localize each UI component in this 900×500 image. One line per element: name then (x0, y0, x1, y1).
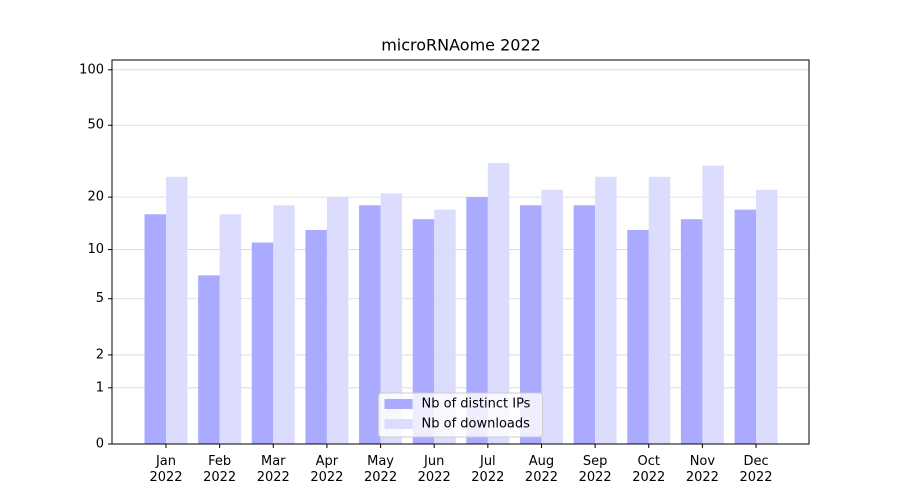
bar (359, 205, 381, 444)
bar (326, 197, 349, 444)
y-tick-label: 0 (96, 437, 104, 452)
y-tick-label: 10 (87, 242, 104, 257)
bar (198, 275, 220, 444)
bar (648, 176, 671, 444)
bar (305, 230, 327, 444)
legend-swatch (384, 399, 413, 409)
bar (144, 214, 166, 444)
bar (219, 214, 242, 444)
x-tick-label: Apr 2022 (310, 454, 343, 485)
x-tick-label: Jul 2022 (471, 454, 504, 485)
x-tick-label: Feb 2022 (203, 454, 236, 485)
x-tick-label: Nov 2022 (686, 454, 719, 485)
x-tick-label: May 2022 (364, 454, 397, 485)
bar (680, 219, 703, 444)
bar (466, 197, 488, 444)
bar (487, 163, 510, 444)
plot-frame (111, 59, 810, 445)
bar (595, 176, 617, 444)
x-tick-label: Jun 2022 (418, 454, 451, 485)
y-tick-label: 1 (96, 380, 104, 395)
bar (702, 165, 724, 445)
bar (434, 209, 456, 444)
bar (251, 242, 274, 444)
x-tick-label: Oct 2022 (632, 454, 665, 485)
y-tick-label: 20 (87, 190, 104, 205)
bar (519, 205, 542, 444)
legend-label: Nb of distinct IPs (422, 397, 531, 412)
y-tick-label: 2 (96, 347, 104, 362)
bar (573, 205, 596, 444)
y-tick-label: 100 (79, 62, 104, 77)
bar (541, 189, 563, 444)
legend-label: Nb of downloads (422, 417, 531, 432)
y-tick-label: 50 (87, 118, 104, 133)
bar (166, 176, 188, 444)
x-tick-label: Mar 2022 (257, 454, 290, 485)
bar (273, 205, 295, 444)
legend: Nb of distinct IPs Nb of downloads (378, 392, 543, 438)
bar (380, 193, 403, 444)
x-tick-label: Dec 2022 (739, 454, 772, 485)
bar (627, 230, 649, 444)
x-tick-label: Aug 2022 (525, 454, 558, 485)
legend-box (378, 392, 543, 438)
x-tick-label: Jan 2022 (149, 454, 182, 485)
bar (412, 219, 435, 444)
bar (734, 209, 757, 444)
bar (756, 189, 778, 444)
chart-title: microRNAome 2022 (381, 36, 541, 55)
y-tick-label: 5 (96, 291, 104, 306)
x-tick-label: Sep 2022 (579, 454, 612, 485)
legend-swatch (384, 419, 413, 429)
